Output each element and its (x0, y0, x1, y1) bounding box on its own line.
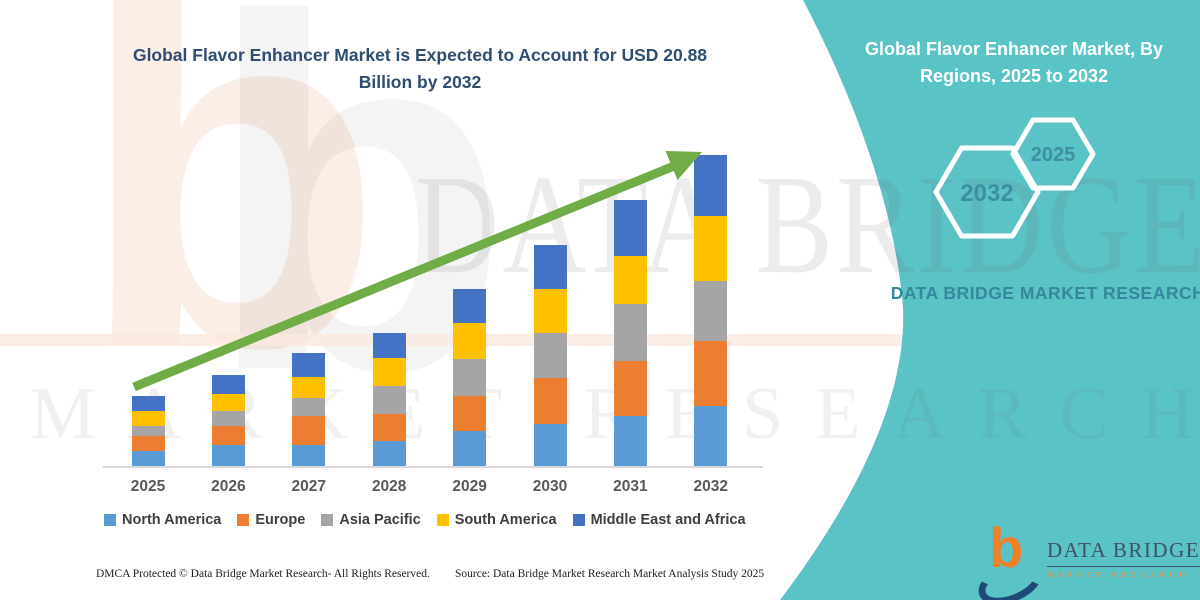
bar-segment-2031-europe (613, 360, 647, 416)
bar-segment-2027-south-america (292, 376, 326, 398)
legend-item-middle-east-and-africa: Middle East and Africa (572, 512, 746, 528)
x-axis-label-2029: 2029 (452, 478, 487, 495)
bar-segment-2032-north-america (694, 405, 728, 466)
bar-segment-2029-middle-east-and-africa (453, 289, 487, 323)
bar-segment-2031-north-america (613, 415, 647, 466)
x-axis-label-2028: 2028 (371, 478, 407, 495)
stacked-bar-2028 (372, 332, 406, 466)
bar-segment-2032-europe (694, 341, 728, 406)
watermark-peach-band (0, 334, 905, 346)
bar-segment-2027-middle-east-and-africa (292, 352, 326, 377)
bar-segment-2030-europe (533, 377, 567, 424)
bar-segment-2029-south-america (453, 323, 487, 360)
stacked-bar-2032 (694, 155, 728, 466)
bar-segment-2026-north-america (211, 444, 245, 466)
bar-segment-2030-south-america (533, 289, 567, 333)
hexagon-2025-label: 2025 (1031, 144, 1076, 166)
legend-label: Middle East and Africa (590, 512, 746, 528)
bar-segment-2031-middle-east-and-africa (613, 199, 647, 256)
bar-segment-2025-middle-east-and-africa (131, 395, 165, 411)
stacked-bar-2027 (292, 352, 326, 466)
bar-segment-2032-south-america (694, 216, 728, 281)
legend-item-south-america: South America (436, 512, 557, 528)
x-axis-label-2031: 2031 (613, 478, 648, 495)
hexagon-2025 (1010, 117, 1096, 191)
footer-dmca-text: DMCA Protected © Data Bridge Market Rese… (96, 568, 430, 580)
legend-label: Europe (255, 512, 306, 528)
logo-text-block: DATA BRIDGE MARKET RESEARCH (1047, 538, 1200, 579)
footer-source-text: Source: Data Bridge Market Research Mark… (455, 568, 765, 580)
bar-segment-2028-north-america (372, 440, 406, 466)
data-bridge-logo: b DATA BRIDGE MARKET RESEARCH (972, 520, 1200, 600)
stacked-bar-2025 (131, 395, 165, 466)
bar-segment-2025-north-america (131, 450, 165, 466)
bar-segment-2027-europe (292, 415, 326, 445)
x-axis-label-2027: 2027 (291, 478, 327, 495)
bar-segment-2032-asia-pacific (694, 281, 728, 342)
hexagon-2032 (933, 145, 1041, 239)
bar-segment-2027-north-america (292, 444, 326, 466)
hexagon-2032-label: 2032 (960, 180, 1013, 207)
logo-brand-text: DATA BRIDGE (1047, 538, 1200, 567)
bar-segment-2028-middle-east-and-africa (372, 332, 406, 358)
bar-segment-2025-asia-pacific (131, 425, 165, 436)
stacked-bar-2031 (613, 199, 647, 466)
legend-swatch-icon (436, 514, 449, 526)
bar-segment-2029-north-america (453, 430, 487, 466)
bar-segment-2027-asia-pacific (292, 397, 326, 416)
bar-segment-2028-south-america (372, 358, 406, 386)
bar-segment-2029-europe (453, 395, 487, 431)
bar-segment-2028-europe (372, 414, 406, 441)
bar-segment-2026-asia-pacific (211, 410, 245, 426)
x-axis-label-2025: 2025 (130, 478, 166, 495)
bar-segment-2030-north-america (533, 423, 567, 466)
legend-item-europe: Europe (237, 512, 305, 528)
stacked-bar-2030 (533, 245, 567, 466)
stacked-bar-2026 (211, 374, 245, 466)
bar-segment-2026-europe (211, 425, 245, 445)
legend-swatch-icon (104, 514, 116, 526)
bar-segment-2031-asia-pacific (613, 303, 647, 361)
x-axis-line (103, 466, 763, 468)
bar-segment-2028-asia-pacific (372, 386, 406, 414)
stacked-bar-2029 (453, 289, 487, 466)
bar-segment-2030-asia-pacific (533, 332, 567, 378)
legend-swatch-icon (321, 514, 334, 526)
legend-label: Asia Pacific (339, 512, 421, 528)
x-axis-label-2026: 2026 (211, 478, 246, 495)
legend-item-north-america: North America (104, 512, 221, 528)
bar-segment-2026-south-america (211, 393, 245, 411)
chart-title: Global Flavor Enhancer Market is Expecte… (132, 45, 708, 93)
panel-brand-text: DATA BRIDGE MARKET RESEARCH (890, 283, 1200, 303)
x-axis-label-2032: 2032 (693, 478, 729, 495)
bar-segment-2030-middle-east-and-africa (533, 245, 567, 290)
logo-b-icon: b (989, 516, 1024, 579)
bar-segment-2025-europe (131, 435, 165, 451)
trend-arrow-shaft (132, 161, 676, 392)
bar-segment-2029-asia-pacific (453, 359, 487, 396)
chart-legend: North America Europe Asia Pacific South Ame… (104, 512, 746, 528)
legend-swatch-icon (572, 514, 585, 526)
teal-panel-shape (780, 0, 1200, 600)
bar-segment-2026-middle-east-and-africa (211, 374, 245, 394)
legend-label: South America (454, 512, 557, 528)
bar-segment-2025-south-america (131, 410, 165, 426)
bar-segment-2031-south-america (613, 255, 647, 304)
legend-item-asia-pacific: Asia Pacific (321, 512, 421, 528)
panel-title: Global Flavor Enhancer Market, By Region… (864, 39, 1164, 86)
logo-sub-text: MARKET RESEARCH (1047, 570, 1190, 579)
x-axis-label-2030: 2030 (532, 478, 568, 495)
trend-arrow-head (665, 151, 702, 180)
bar-segment-2032-middle-east-and-africa (694, 155, 728, 217)
legend-swatch-icon (237, 514, 250, 526)
legend-label: North America (122, 512, 222, 528)
